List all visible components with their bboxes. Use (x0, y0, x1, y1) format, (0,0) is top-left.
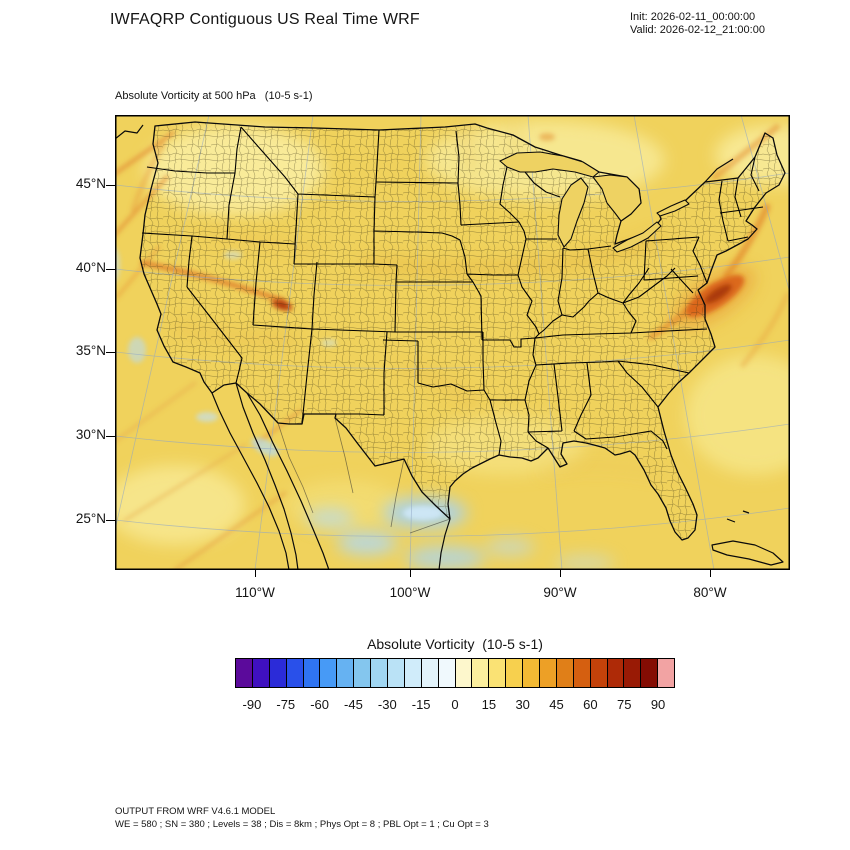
lon-tick-label: 100°W (389, 585, 431, 600)
lon-tick-label: 90°W (543, 585, 577, 600)
footer-model-line: OUTPUT FROM WRF V4.6.1 MODEL (115, 806, 276, 817)
field-title: Absolute Vorticity at 500 hPa (10-5 s-1) (115, 90, 313, 102)
colorbar-tick-label: 0 (451, 697, 459, 712)
colorbar-segment (555, 659, 573, 687)
colorbar-segment (403, 659, 421, 687)
colorbar-segment (387, 659, 404, 687)
lon-tick-mark (559, 570, 561, 577)
lat-tick-mark (106, 268, 115, 270)
init-time: Init: 2026-02-11_00:00:00 (630, 11, 756, 23)
colorbar-tick-label: -30 (377, 697, 397, 712)
colorbar-tick-label: 90 (650, 697, 666, 712)
colorbar-tick-label: 30 (515, 697, 530, 712)
plot-frame (115, 115, 790, 570)
colorbar-segment (236, 659, 252, 687)
colorbar-tick-label: 45 (549, 697, 564, 712)
lat-tick-label: 45°N (75, 176, 106, 191)
colorbar-segment (319, 659, 337, 687)
footer-namelist-line: WE = 580 ; SN = 380 ; Levels = 38 ; Dis … (115, 819, 489, 830)
page-title: IWFAQRP Contiguous US Real Time WRF (110, 11, 420, 28)
init-valid-block: Init: 2026-02-11_00:00:00 Valid: 2026-02… (630, 11, 765, 37)
mexico-cuba-coastlines (115, 124, 784, 570)
colorbar-title: Absolute Vorticity (10-5 s-1) (367, 636, 543, 652)
lat-tick-mark (106, 351, 115, 353)
lat-tick-mark (106, 519, 115, 521)
great-lakes (499, 151, 690, 253)
colorbar-segment (437, 659, 455, 687)
lat-tick-label: 35°N (75, 343, 106, 358)
footer: OUTPUT FROM WRF V4.6.1 MODEL WE = 580 ; … (115, 805, 489, 831)
colorbar-segment (353, 659, 371, 687)
mexico-state-lines (277, 417, 451, 534)
lon-tick-mark (409, 570, 411, 577)
colorbar-segment (640, 659, 658, 687)
colorbar-segment (589, 659, 607, 687)
colorbar-segment (471, 659, 489, 687)
colorbar-tick-label: -90 (242, 697, 262, 712)
colorbar-segment (370, 659, 388, 687)
colorbar-segment (268, 659, 286, 687)
lon-tick-mark (709, 570, 711, 577)
colorbar-segment (657, 659, 675, 687)
map-frame (115, 115, 790, 570)
valid-time: Valid: 2026-02-12_21:00:00 (630, 24, 765, 36)
colorbar-segment (606, 659, 624, 687)
lon-tick-label: 80°W (693, 585, 727, 600)
vorticity-blue-patches (115, 247, 615, 570)
colorbar-segment (623, 659, 641, 687)
conus-map (115, 115, 790, 570)
lat-tick-label: 40°N (75, 260, 106, 275)
colorbar-tick-label: -60 (310, 697, 330, 712)
lon-tick-mark (254, 570, 256, 577)
colorbar-segment (522, 659, 540, 687)
lat-tick-label: 30°N (75, 427, 106, 442)
colorbar-segment (336, 659, 354, 687)
colorbar-segment (505, 659, 523, 687)
colorbar-segment (572, 659, 590, 687)
lat-tick-mark (106, 184, 115, 186)
lat-tick-label: 25°N (75, 511, 106, 526)
colorbar-segment (302, 659, 320, 687)
colorbar-segment (285, 659, 303, 687)
colorbar-tick-label: -75 (276, 697, 296, 712)
colorbar-segment (251, 659, 269, 687)
colorbar-tick-label: 75 (616, 697, 632, 712)
colorbar-segment (539, 659, 556, 687)
colorbar-tick-label: -15 (411, 697, 431, 712)
colorbar-segment (488, 659, 506, 687)
colorbar-tick-label: 60 (583, 697, 598, 712)
colorbar-segment (420, 659, 438, 687)
colorbar-tick-labels: -90 -75 -60 -45 -30 -15 0 15 30 45 60 75 90 (235, 697, 675, 717)
us-coast-and-borders (139, 121, 786, 541)
lon-tick-label: 110°W (235, 585, 275, 600)
lat-tick-mark (106, 435, 115, 437)
colorbar-tick-label: -45 (344, 697, 363, 712)
state-boundaries (141, 126, 764, 456)
colorbar-tick-label: 15 (481, 697, 497, 712)
colorbar-segment (454, 659, 472, 687)
colorbar (235, 658, 675, 688)
